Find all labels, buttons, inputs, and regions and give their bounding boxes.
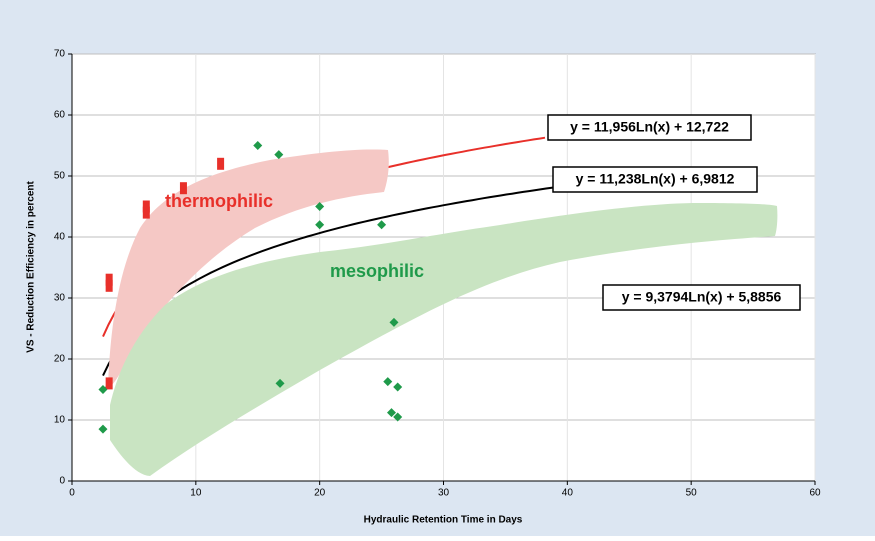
x-tick-label: 30 — [438, 488, 450, 499]
y-tick-label: 20 — [54, 354, 66, 365]
y-axis-title: VS - Reduction Efficiency in percent — [26, 180, 37, 352]
x-tick-label: 40 — [562, 488, 574, 499]
y-tick-label: 0 — [59, 476, 65, 487]
point — [106, 377, 113, 389]
x-tick-label: 50 — [686, 488, 698, 499]
x-tick-label: 10 — [190, 488, 202, 499]
region-label: thermophilic — [165, 191, 273, 211]
x-axis-title: Hydraulic Retention Time in Days — [364, 515, 523, 526]
region-label: mesophilic — [330, 261, 424, 281]
point — [106, 274, 113, 286]
y-tick-label: 10 — [54, 415, 66, 426]
y-tick-label: 50 — [54, 171, 66, 182]
point — [217, 158, 224, 170]
equation-label: y = 9,3794Ln(x) + 5,8856 — [622, 289, 782, 305]
y-tick-label: 30 — [54, 293, 66, 304]
x-tick-label: 20 — [314, 488, 326, 499]
equation-label: y = 11,238Ln(x) + 6,9812 — [576, 171, 735, 187]
x-tick-label: 0 — [69, 488, 75, 499]
equation-label: y = 11,956Ln(x) + 12,722 — [570, 119, 729, 135]
y-tick-label: 70 — [54, 49, 66, 60]
y-tick-label: 40 — [54, 232, 66, 243]
y-tick-label: 60 — [54, 110, 66, 121]
x-tick-label: 60 — [809, 488, 821, 499]
point — [143, 201, 150, 213]
chart: thermophilic mesophilic Hydraulic Retent… — [0, 0, 875, 536]
